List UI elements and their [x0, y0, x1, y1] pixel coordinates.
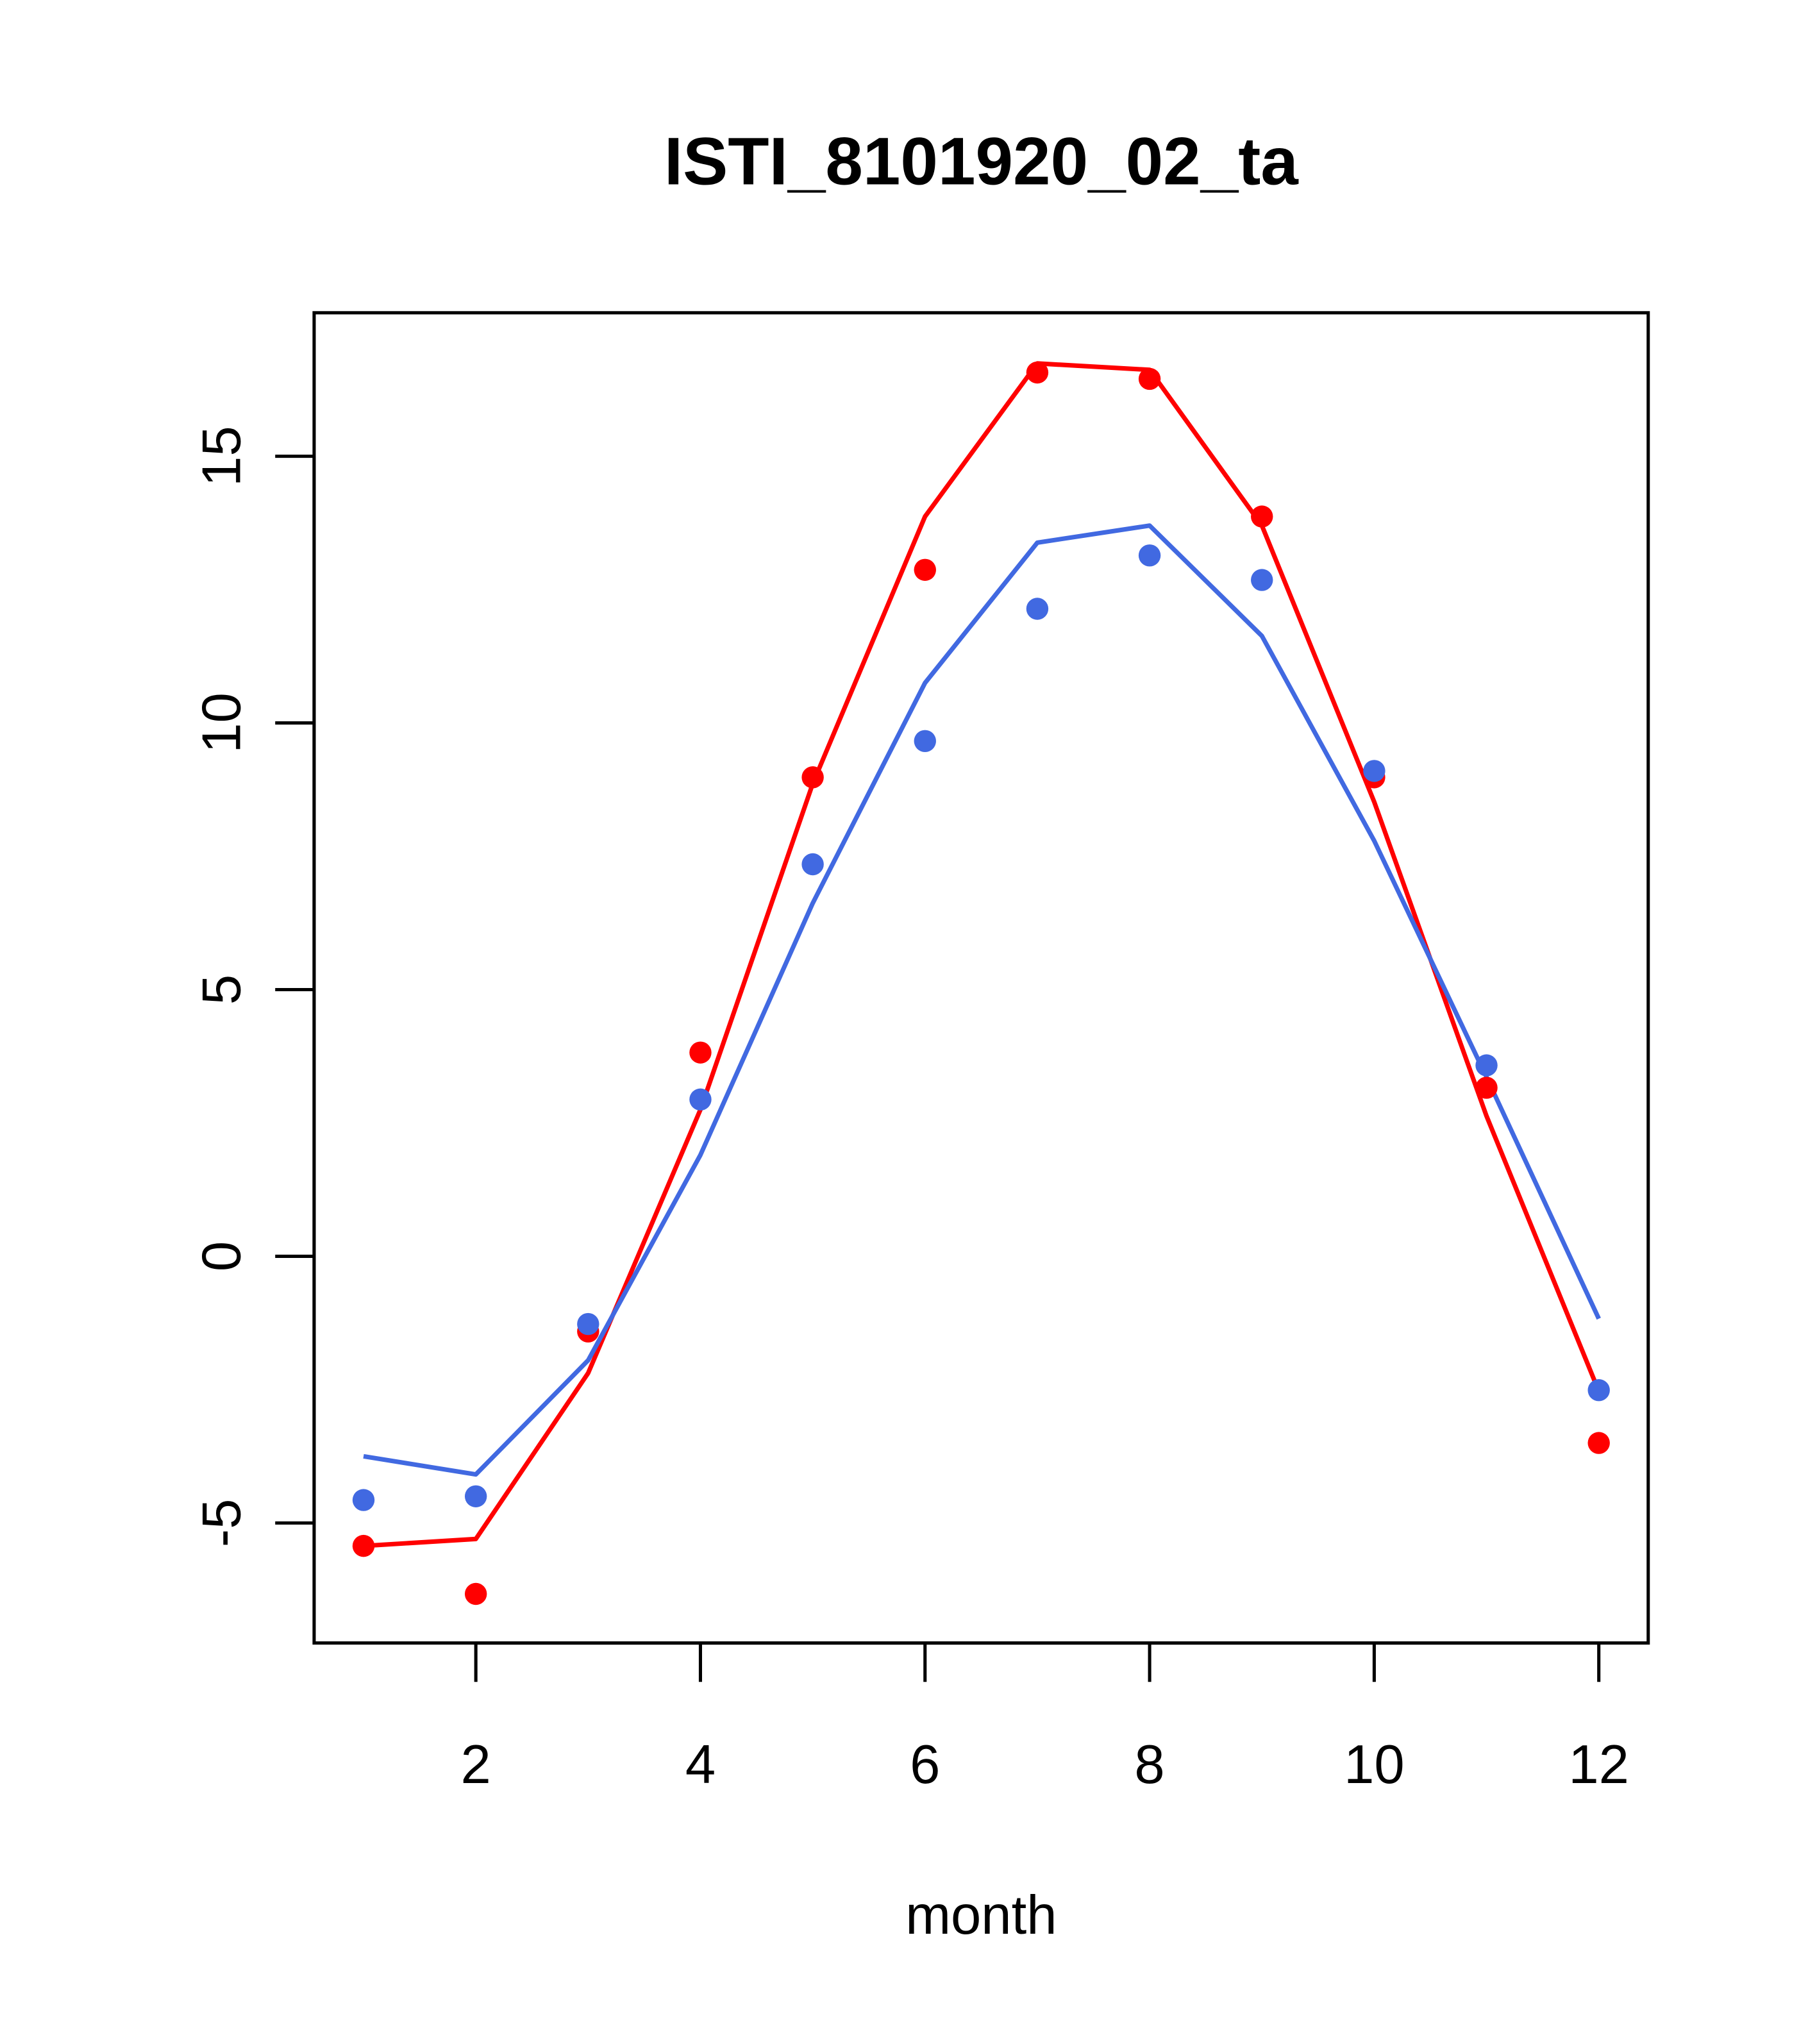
red-line-series [363, 361, 1601, 1548]
y-tick-label: -5 [192, 1499, 253, 1548]
blue-point [577, 1312, 599, 1336]
red-point [464, 1582, 487, 1605]
red-point [914, 558, 936, 581]
red-point [1138, 367, 1161, 390]
y-tick-label: 10 [192, 692, 253, 753]
blue-point [801, 853, 824, 876]
red-point [1026, 361, 1049, 384]
blue-point [1363, 760, 1386, 782]
blue-point [1026, 598, 1049, 620]
red-point [1475, 1076, 1498, 1099]
blue-point [1138, 544, 1161, 567]
x-tick-label: 4 [685, 1734, 716, 1795]
blue-point [1251, 569, 1273, 591]
x-axis-label: month [905, 1885, 1057, 1946]
blue-point [464, 1485, 487, 1507]
red-point [352, 1534, 375, 1557]
blue-point [689, 1088, 712, 1111]
plot-frame [312, 311, 1650, 1645]
blue-point [352, 1489, 375, 1511]
blue-line-series [363, 523, 1601, 1477]
x-tick-label: 8 [1134, 1734, 1164, 1795]
x-tick-label: 10 [1344, 1734, 1405, 1795]
blue-point [1475, 1054, 1498, 1076]
red-point [689, 1041, 712, 1064]
chart-title: ISTI_8101920_02_ta [664, 124, 1299, 199]
blue-point [1587, 1379, 1610, 1402]
red-point [1251, 505, 1273, 528]
red-point [1587, 1432, 1610, 1454]
y-tick-label: 5 [192, 975, 253, 1005]
y-tick-label: 0 [192, 1241, 253, 1271]
x-tick-label: 6 [910, 1734, 940, 1795]
x-tick-label: 12 [1568, 1734, 1629, 1795]
y-tick-label: 15 [192, 426, 253, 487]
red-point [801, 766, 824, 789]
blue-point [914, 730, 936, 753]
x-tick-label: 2 [461, 1734, 491, 1795]
